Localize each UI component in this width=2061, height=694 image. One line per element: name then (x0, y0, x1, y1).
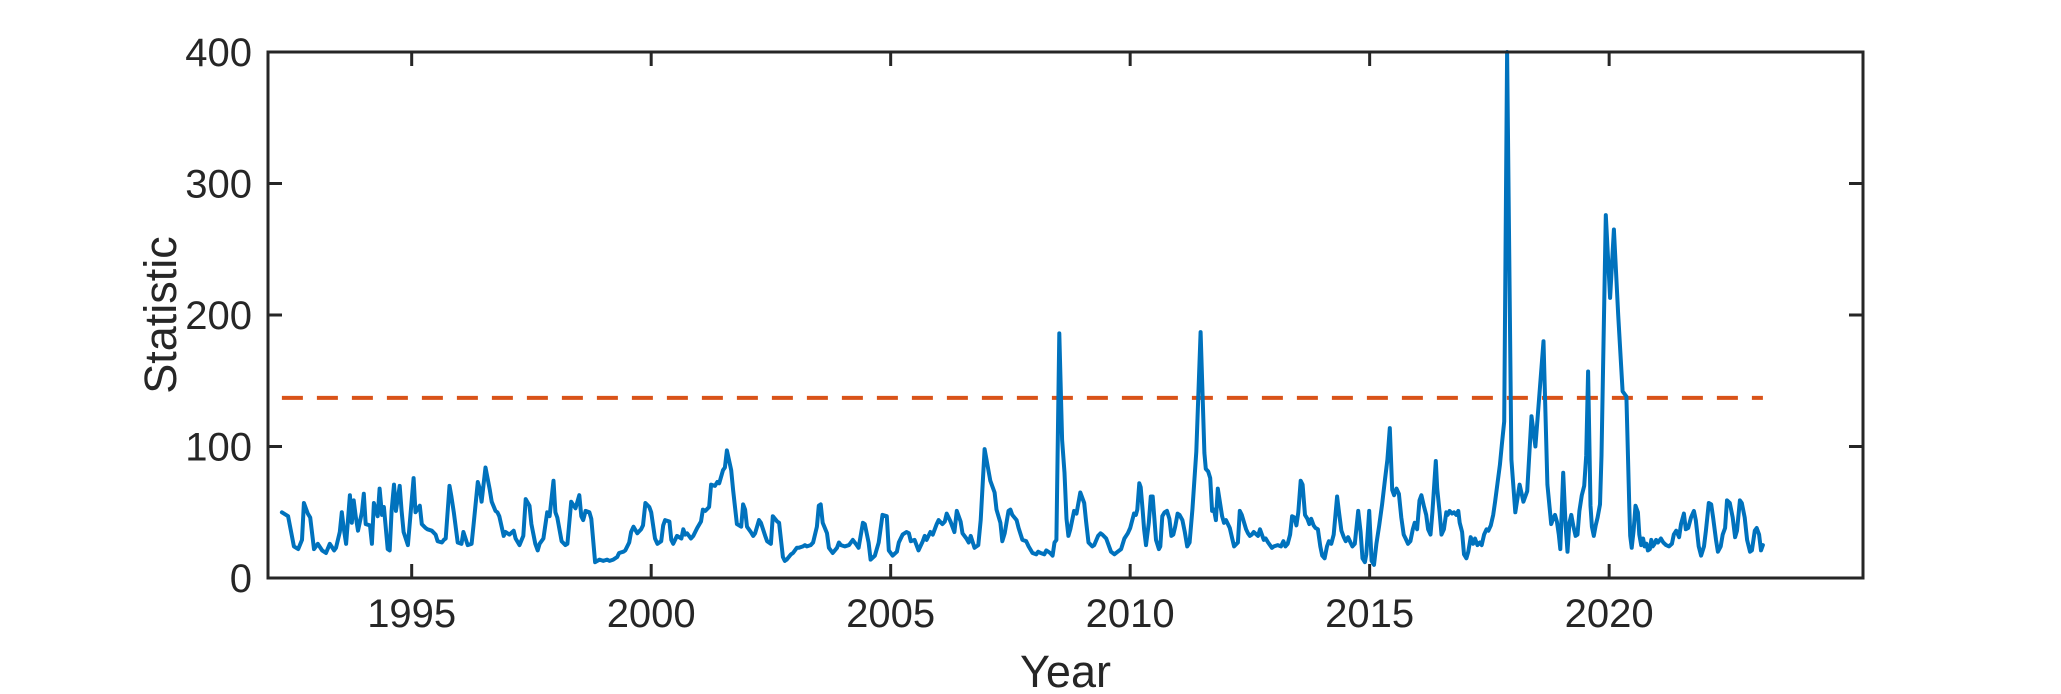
x-tick-label-2015: 2015 (1325, 592, 1414, 636)
x-tick-label-2020: 2020 (1565, 592, 1654, 636)
x-tick-label-1995: 1995 (367, 592, 456, 636)
axis-ticks (268, 50, 1863, 580)
statistic-line-series (279, 50, 1765, 567)
y-tick-label-200: 200 (185, 294, 252, 338)
x-tick-label-2010: 2010 (1086, 592, 1175, 636)
y-tick-label-300: 300 (185, 163, 252, 207)
x-tick-label-2005: 2005 (846, 592, 935, 636)
y-axis-label: Statistic (135, 236, 186, 394)
y-tick-label-0: 0 (230, 557, 252, 601)
y-tick-label-100: 100 (185, 426, 252, 470)
x-tick-label-2000: 2000 (607, 592, 696, 636)
x-axis-label: Year (1020, 646, 1111, 694)
axis-tick-labels: 1995 2000 2005 2010 2015 2020 0 100 200 300 400 (185, 31, 1653, 636)
y-tick-label-400: 400 (185, 31, 252, 75)
